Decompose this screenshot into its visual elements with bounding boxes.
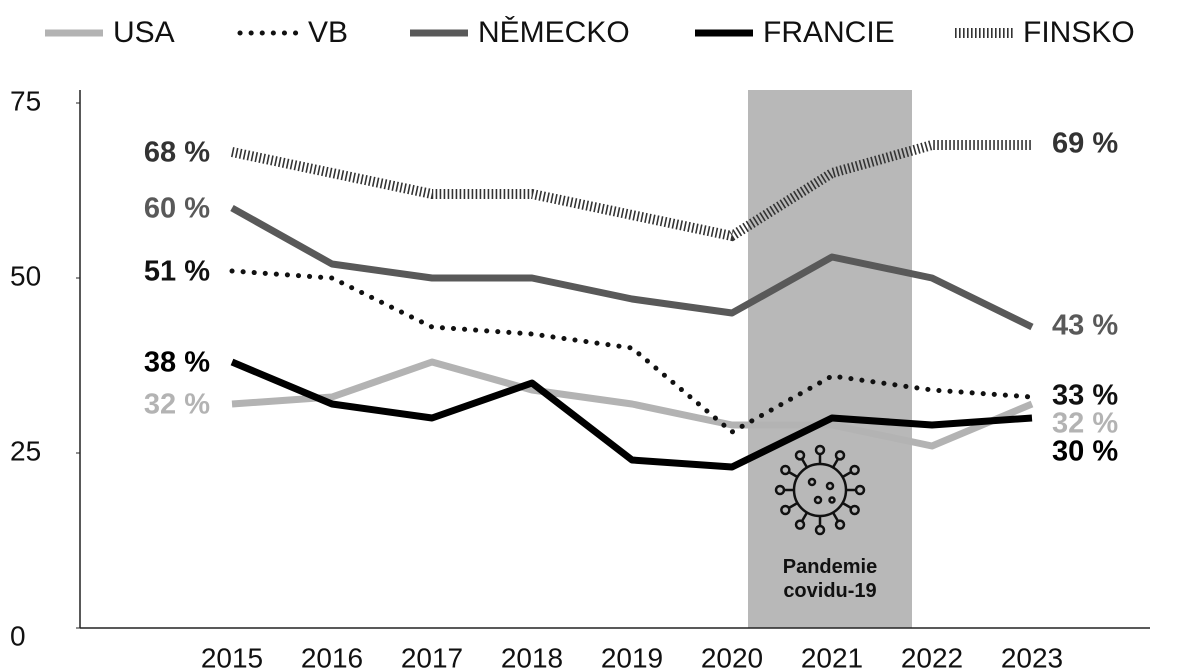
line-vb bbox=[229, 268, 1035, 436]
value-label: 51 % bbox=[144, 256, 210, 288]
y-tick-label: 75 bbox=[10, 85, 41, 116]
y-tick-label: 0 bbox=[10, 620, 26, 651]
legend-label: FINSKO bbox=[1023, 16, 1135, 49]
y-tick-label: 25 bbox=[10, 435, 41, 466]
legend-label: USA bbox=[113, 16, 175, 49]
value-label: 38 % bbox=[144, 347, 210, 379]
pandemic-band bbox=[748, 90, 912, 628]
legend-label: FRANCIE bbox=[763, 16, 895, 49]
annotation: Pandemie covidu-19 bbox=[783, 556, 877, 602]
x-tick-label: 2018 bbox=[501, 642, 563, 671]
x-tick-label: 2019 bbox=[601, 642, 663, 671]
value-label: 60 % bbox=[144, 193, 210, 225]
value-label: 43 % bbox=[1052, 310, 1118, 342]
value-label: 69 % bbox=[1052, 128, 1118, 160]
x-tick-label: 2021 bbox=[801, 642, 863, 671]
virus-icon bbox=[774, 444, 866, 536]
x-tick-label: 2020 bbox=[701, 642, 763, 671]
line-německo bbox=[230, 204, 1034, 331]
value-label: 32 % bbox=[1052, 408, 1118, 440]
legend-label: VB bbox=[308, 16, 348, 49]
value-label: 33 % bbox=[1052, 380, 1118, 412]
line-finsko bbox=[230, 140, 1032, 242]
x-tick-label: 2016 bbox=[301, 642, 363, 671]
x-tick-label: 2023 bbox=[1001, 642, 1063, 671]
x-tick-label: 2017 bbox=[401, 642, 463, 671]
y-tick-label: 50 bbox=[10, 260, 41, 291]
value-label: 32 % bbox=[144, 389, 210, 421]
value-label: 30 % bbox=[1052, 436, 1118, 468]
line-usa bbox=[231, 358, 1034, 450]
x-tick-label: 2022 bbox=[901, 642, 963, 671]
value-label: 68 % bbox=[144, 137, 210, 169]
legend-label: NĚMECKO bbox=[478, 16, 630, 49]
line-francie bbox=[230, 358, 1033, 471]
x-tick-label: 2015 bbox=[201, 642, 263, 671]
